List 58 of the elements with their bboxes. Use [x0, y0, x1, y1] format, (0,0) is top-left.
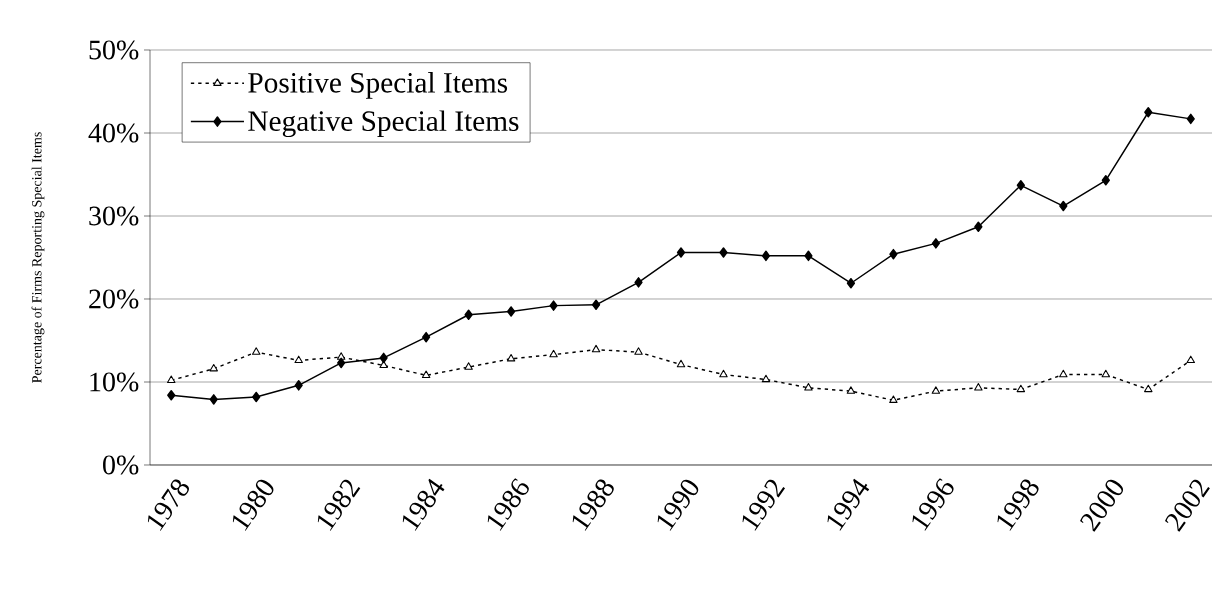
- point: [1101, 175, 1110, 186]
- point: [506, 306, 516, 317]
- point: [506, 353, 516, 362]
- point: [974, 221, 983, 233]
- point: [1144, 384, 1153, 393]
- point: [1016, 180, 1025, 191]
- legend-label: Positive Special Items: [248, 72, 508, 99]
- point: [1016, 384, 1026, 393]
- point: [931, 238, 941, 249]
- y-tick-label: 10%: [90, 372, 139, 392]
- point: [1059, 200, 1068, 212]
- point: [464, 362, 473, 370]
- point: [804, 250, 813, 262]
- point: [294, 380, 303, 391]
- y-tick-label: 30%: [89, 206, 139, 226]
- point: [549, 300, 558, 311]
- y-tick-label: 20%: [89, 289, 139, 309]
- point: [634, 347, 643, 355]
- point: [167, 375, 176, 384]
- point: [1101, 369, 1111, 378]
- point: [421, 370, 431, 379]
- point: [931, 386, 941, 394]
- point: [251, 347, 261, 355]
- point: [336, 352, 346, 360]
- point: [846, 386, 856, 394]
- point: [889, 248, 898, 260]
- point: [1144, 106, 1153, 118]
- point: [889, 395, 898, 403]
- point: [1186, 355, 1195, 364]
- y-axis-title: Percentage of Firms Reporting Special Items: [31, 132, 45, 383]
- point: [761, 374, 771, 383]
- point: [421, 331, 431, 343]
- point: [252, 391, 261, 403]
- point: [591, 299, 601, 311]
- y-tick-label: 0%: [103, 455, 139, 475]
- point: [464, 309, 473, 321]
- point: [846, 277, 856, 289]
- point: [549, 349, 558, 358]
- point: [337, 357, 346, 369]
- point: [719, 369, 728, 378]
- point: [634, 277, 643, 288]
- point: [761, 250, 771, 262]
- point: [676, 247, 686, 258]
- y-tick-label: 40%: [88, 123, 139, 143]
- y-tick-label: 50%: [89, 40, 139, 60]
- point: [1059, 369, 1068, 378]
- point: [294, 355, 303, 364]
- legend-label: Negative Special Items: [248, 110, 519, 138]
- point: [1186, 113, 1195, 125]
- point: [804, 383, 813, 391]
- point: [676, 359, 686, 368]
- point: [209, 394, 218, 405]
- point: [974, 383, 983, 391]
- point: [209, 363, 218, 372]
- point: [719, 247, 728, 258]
- point: [591, 344, 601, 353]
- point: [379, 352, 388, 364]
- point: [167, 390, 176, 401]
